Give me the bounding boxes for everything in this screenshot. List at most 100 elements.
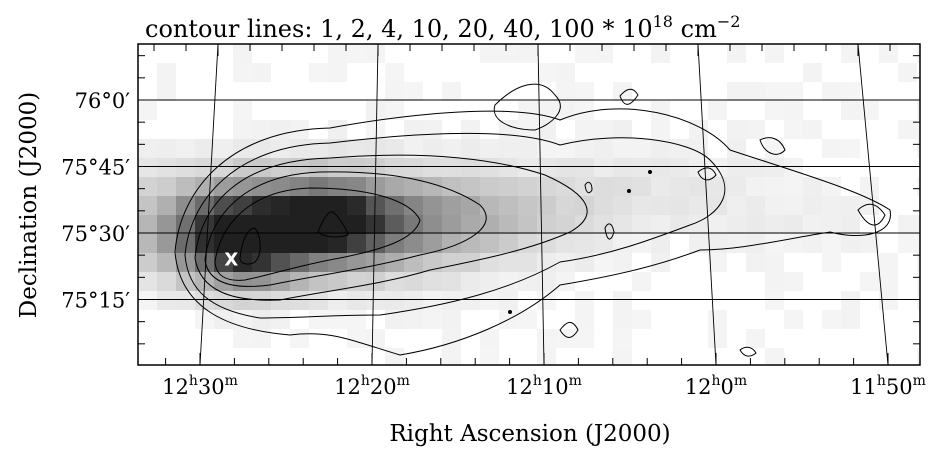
x-tick-labels: 12h30m 12h20m 12h10m 12h0m 11h50m	[162, 373, 926, 399]
intensity-pixel	[613, 82, 632, 101]
y-tick-labels: 76°0′ 75°45′ 75°30′ 75°15′	[61, 89, 130, 313]
intensity-pixel	[404, 177, 423, 196]
intensity-pixel	[309, 158, 328, 177]
intensity-pixel	[290, 120, 309, 139]
intensity-pixel	[309, 234, 328, 253]
intensity-pixel	[290, 234, 309, 253]
intensity-pixel	[708, 329, 727, 348]
intensity-pixel	[746, 120, 765, 139]
contour-lines	[174, 83, 891, 357]
intensity-pixel	[366, 329, 385, 348]
intensity-pixel	[366, 291, 385, 310]
intensity-pixel	[328, 291, 347, 310]
intensity-pixel	[708, 196, 727, 215]
intensity-pixel	[803, 177, 822, 196]
intensity-pixel	[670, 196, 689, 215]
intensity-pixel	[347, 196, 366, 215]
intensity-pixel	[594, 215, 613, 234]
intensity-pixel	[157, 158, 176, 177]
intensity-pixel	[328, 234, 347, 253]
contour-peak	[648, 170, 652, 174]
intensity-pixel	[556, 158, 575, 177]
intensity-pixel	[480, 139, 499, 158]
contour-line	[739, 346, 757, 357]
intensity-pixel	[841, 291, 860, 310]
intensity-pixel	[556, 101, 575, 120]
intensity-pixel	[347, 139, 366, 158]
intensity-pixel	[708, 253, 727, 272]
intensity-pixel	[803, 215, 822, 234]
intensity-pixel	[404, 82, 423, 101]
intensity-pixel	[689, 139, 708, 158]
intensity-pixel	[366, 196, 385, 215]
intensity-pixel	[328, 272, 347, 291]
intensity-pixel	[461, 215, 480, 234]
intensity-pixel	[480, 234, 499, 253]
intensity-pixel	[271, 120, 290, 139]
intensity-pixel	[594, 139, 613, 158]
intensity-pixel	[727, 139, 746, 158]
intensity-pixel	[727, 177, 746, 196]
intensity-pixel	[860, 101, 879, 120]
intensity-pixel	[765, 139, 784, 158]
intensity-pixel	[385, 310, 404, 329]
intensity-pixel	[727, 234, 746, 253]
intensity-pixel	[423, 139, 442, 158]
intensity-pixel	[879, 44, 898, 63]
intensity-pixel	[860, 272, 879, 291]
intensity-pixel	[556, 234, 575, 253]
intensity-pixel	[651, 139, 670, 158]
intensity-pixel	[309, 310, 328, 329]
intensity-pixel	[385, 63, 404, 82]
intensity-pixel	[328, 139, 347, 158]
intensity-pixel	[746, 177, 765, 196]
intensity-pixel	[480, 253, 499, 272]
intensity-pixel	[214, 272, 233, 291]
intensity-pixel	[385, 234, 404, 253]
intensity-pixel	[385, 139, 404, 158]
intensity-pixel	[841, 310, 860, 329]
intensity-pixel	[271, 253, 290, 272]
intensity-pixel	[404, 139, 423, 158]
intensity-pixel	[727, 44, 746, 63]
intensity-pixel	[195, 253, 214, 272]
intensity-pixel	[271, 310, 290, 329]
intensity-pixel	[537, 177, 556, 196]
intensity-pixel	[518, 272, 537, 291]
intensity-pixel	[499, 272, 518, 291]
intensity-pixel	[480, 215, 499, 234]
intensity-pixel	[575, 234, 594, 253]
intensity-pixel	[537, 120, 556, 139]
intensity-pixel	[917, 177, 920, 196]
intensity-pixel	[860, 234, 879, 253]
intensity-pixel	[195, 177, 214, 196]
intensity-pixel	[423, 272, 442, 291]
intensity-pixel	[537, 158, 556, 177]
intensity-pixel	[138, 196, 157, 215]
intensity-pixel	[613, 310, 632, 329]
intensity-pixel	[708, 234, 727, 253]
intensity-pixel	[575, 82, 594, 101]
intensity-pixel	[385, 272, 404, 291]
intensity-pixel	[480, 177, 499, 196]
intensity-pixel	[708, 101, 727, 120]
intensity-pixel	[575, 158, 594, 177]
intensity-pixel	[176, 291, 195, 310]
intensity-pixel	[632, 158, 651, 177]
intensity-pixel	[708, 177, 727, 196]
intensity-pixel	[613, 196, 632, 215]
intensity-pixel	[841, 196, 860, 215]
intensity-pixel	[879, 272, 898, 291]
intensity-pixel	[442, 253, 461, 272]
intensity-pixel	[480, 329, 499, 348]
intensity-pixel	[556, 329, 575, 348]
intensity-pixel	[423, 310, 442, 329]
intensity-pixel	[746, 196, 765, 215]
intensity-pixel	[461, 253, 480, 272]
contour-line	[317, 211, 349, 238]
contour-line	[174, 108, 891, 356]
intensity-pixel	[157, 253, 176, 272]
intensity-pixel	[347, 310, 366, 329]
intensity-pixel	[290, 196, 309, 215]
